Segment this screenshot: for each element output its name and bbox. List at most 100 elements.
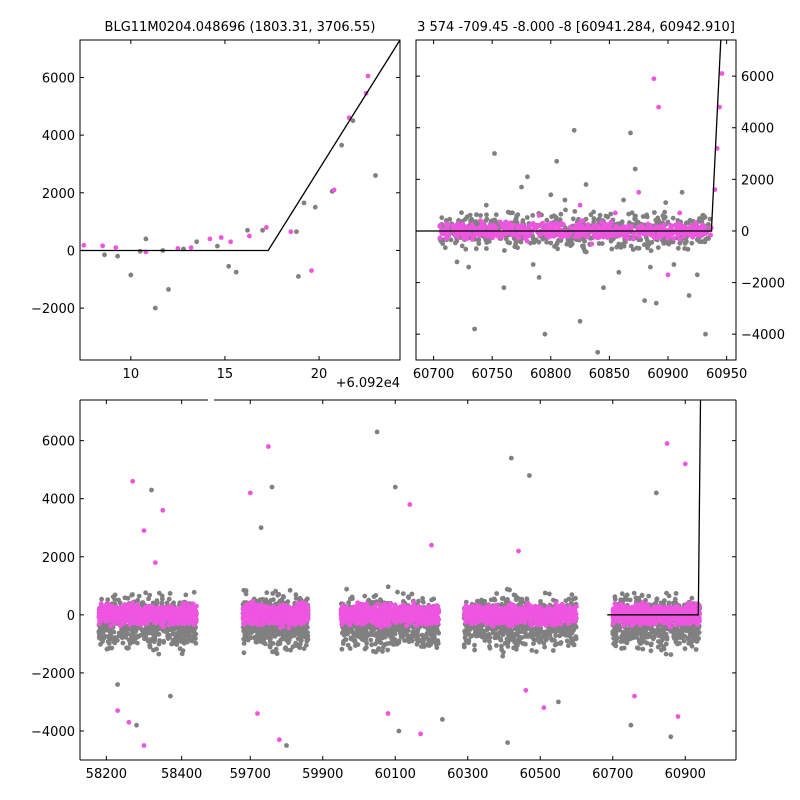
data-point	[618, 225, 624, 231]
data-point	[558, 211, 564, 217]
data-point	[514, 213, 520, 219]
data-point	[123, 634, 129, 640]
data-point	[558, 238, 564, 244]
data-point	[694, 272, 700, 278]
data-point	[581, 237, 586, 242]
data-point	[655, 245, 661, 251]
data-point	[365, 73, 371, 79]
data-point	[168, 605, 174, 611]
data-point	[519, 184, 524, 190]
data-point	[164, 614, 170, 619]
data-point	[439, 215, 445, 221]
data-point	[459, 210, 464, 216]
data-point	[597, 212, 603, 218]
data-point	[370, 628, 376, 634]
data-point	[298, 621, 303, 627]
data-point	[248, 608, 254, 614]
data-point	[482, 232, 488, 238]
data-point	[302, 618, 308, 624]
data-point	[624, 236, 630, 242]
data-point	[568, 239, 574, 244]
data-point	[684, 239, 689, 244]
data-point	[477, 225, 483, 230]
data-point	[653, 300, 659, 306]
data-point	[701, 214, 707, 220]
data-point	[129, 633, 134, 639]
data-point	[339, 142, 344, 148]
data-point	[268, 636, 273, 642]
data-point	[183, 619, 189, 625]
x-tick-label: 60950	[706, 367, 747, 382]
data-point	[447, 216, 453, 222]
data-point	[573, 223, 579, 229]
data-point	[531, 240, 537, 245]
data-point	[644, 212, 650, 218]
data-point	[288, 229, 294, 235]
data-point	[419, 632, 425, 638]
data-point	[129, 592, 135, 598]
x-tick-label: 60700	[413, 367, 454, 382]
data-point	[670, 215, 676, 221]
data-point	[554, 241, 560, 247]
data-point	[660, 224, 665, 230]
data-point	[125, 595, 131, 601]
data-point	[665, 272, 671, 278]
data-point	[478, 213, 483, 218]
data-point	[633, 217, 638, 223]
data-point	[658, 234, 663, 240]
data-point	[616, 269, 622, 275]
data-point	[516, 230, 522, 236]
data-point	[671, 236, 677, 241]
data-point	[369, 642, 374, 648]
data-point	[250, 618, 256, 624]
data-point	[179, 651, 185, 657]
data-point	[368, 637, 374, 643]
data-point	[143, 590, 149, 596]
data-point	[119, 635, 125, 641]
data-point	[394, 625, 400, 631]
data-point	[170, 627, 176, 632]
data-point	[677, 210, 683, 216]
data-point	[98, 641, 103, 647]
data-point	[481, 224, 487, 230]
data-point	[156, 641, 162, 647]
data-point	[110, 616, 115, 621]
data-point	[270, 591, 276, 596]
data-point	[682, 246, 688, 251]
data-point	[530, 262, 536, 267]
data-point	[559, 221, 565, 226]
data-point	[241, 617, 247, 623]
data-point	[583, 249, 589, 255]
data-point	[241, 650, 247, 656]
data-point	[548, 220, 554, 226]
data-point	[663, 200, 669, 206]
data-point	[184, 606, 189, 612]
data-point	[113, 245, 119, 251]
data-point	[596, 234, 602, 240]
data-point	[398, 628, 404, 634]
data-point	[612, 210, 618, 216]
data-point	[518, 239, 524, 245]
data-point	[100, 243, 105, 249]
data-point	[651, 233, 656, 239]
data-point	[577, 318, 583, 324]
data-point	[276, 608, 282, 614]
data-point	[671, 262, 677, 267]
data-point	[373, 173, 378, 178]
plot-frame	[415, 39, 737, 361]
data-point	[697, 239, 702, 245]
data-point	[100, 606, 106, 612]
data-point	[177, 646, 183, 652]
data-point	[143, 614, 149, 620]
data-point	[536, 239, 542, 245]
data-point	[515, 234, 520, 240]
data-point	[667, 233, 672, 239]
data-point	[281, 616, 286, 621]
data-point	[483, 202, 489, 208]
data-point	[484, 246, 489, 252]
data-point	[546, 225, 552, 230]
data-point	[636, 189, 642, 195]
data-point	[677, 240, 683, 246]
data-point	[296, 607, 302, 613]
data-point	[130, 612, 136, 618]
